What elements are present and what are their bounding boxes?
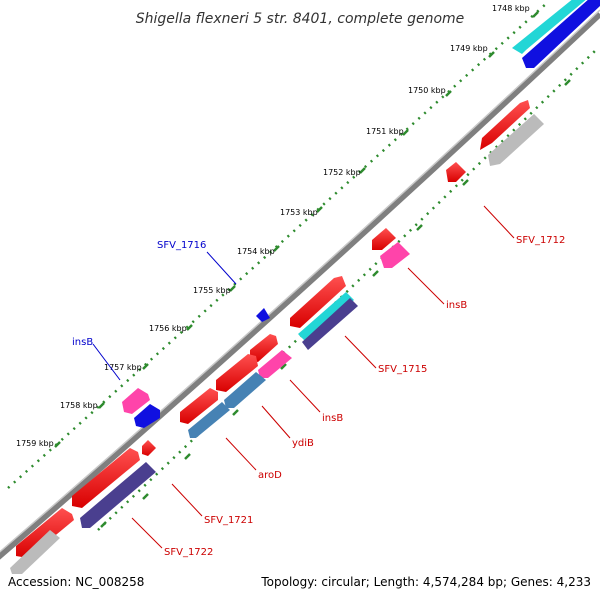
pink-gene-insb-1[interactable] [380,242,410,268]
topology-text: Topology: circular; Length: 4,574,284 bp… [260,575,591,589]
gene-label-insb-2: insB [322,413,343,424]
callout-line [131,517,163,549]
outer-major-ticks [54,11,539,448]
navy-gene-sfv-1715[interactable] [302,298,358,350]
red-gene-arod[interactable] [180,388,218,424]
red-gene-long[interactable] [72,448,140,508]
steel-gene-ydib[interactable] [224,372,266,408]
red-gene[interactable] [480,100,530,150]
gray-gene[interactable] [488,114,544,166]
gene-label-ydib: ydiB [292,438,314,449]
callout-line [289,379,321,413]
map-title: Shigella flexneri 5 str. 8401, complete … [136,11,465,27]
gray-gene-sfv-1722[interactable] [10,530,60,574]
inner-tick-track [97,47,599,531]
tick-label: 1754 kbp [237,247,275,256]
red-gene-sfv-1721[interactable] [142,440,156,456]
gene-label-sfv-1721: SFV_1721 [204,515,253,526]
gene-label-sfv-1715: SFV_1715 [378,364,427,375]
pink-gene-insb-outer[interactable] [122,388,150,414]
accession-text: Accession: NC_008258 [8,575,144,589]
blue-gene-insb-outer[interactable] [134,404,160,428]
tick-label: 1752 kbp [323,168,361,177]
gene-label-sfv-1712: SFV_1712 [516,235,565,246]
cyan-gene[interactable] [512,0,588,54]
cyan-gene-sfv-1715[interactable] [298,292,354,342]
callout-line [344,335,377,369]
gene-label-insb-outer: insB [72,337,93,348]
gene-label-arod: aroD [258,470,282,481]
gene-label-sfv-1716: SFV_1716 [157,240,206,251]
tick-label: 1749 kbp [450,44,488,53]
red-gene-sfv-1715[interactable] [290,276,346,328]
outer-tick-track [7,1,549,489]
tick-label: 1755 kbp [193,286,231,295]
red-gene-insb-2[interactable] [250,334,278,362]
callout-line [225,437,257,471]
callout-line [261,405,291,439]
callout-line [92,343,121,381]
tick-label: 1756 kbp [149,324,187,333]
tick-label: 1759 kbp [16,439,54,448]
red-gene-insb-top[interactable] [372,228,396,250]
steel-gene-arod[interactable] [188,402,230,438]
scale-labels: 1748 kbp 1749 kbp 1750 kbp 1751 kbp 1752… [16,4,530,448]
tick-label: 1748 kbp [492,4,530,13]
red-gene-ydib[interactable] [216,354,258,392]
blue-gene[interactable] [522,0,600,68]
tick-label: 1753 kbp [280,208,318,217]
tick-label: 1757 kbp [104,363,142,372]
navy-gene-long[interactable] [80,462,156,528]
tick-label: 1758 kbp [60,401,98,410]
genome-backbone [0,11,600,560]
gene-label-sfv-1722: SFV_1722 [164,547,213,558]
callout-line [206,251,237,285]
red-gene-small[interactable] [446,162,466,182]
pink-gene-insb-2[interactable] [258,350,292,378]
tick-label: 1750 kbp [408,86,446,95]
callout-line [171,483,203,517]
callout-line [407,267,445,305]
blue-gene-sfv-1716[interactable] [256,308,270,322]
red-gene-sfv-1722[interactable] [16,508,74,558]
gene-label-insb-1: insB [446,300,467,311]
callout-line [483,205,515,239]
tick-label: 1751 kbp [366,127,404,136]
backbone-highlight [0,9,600,553]
